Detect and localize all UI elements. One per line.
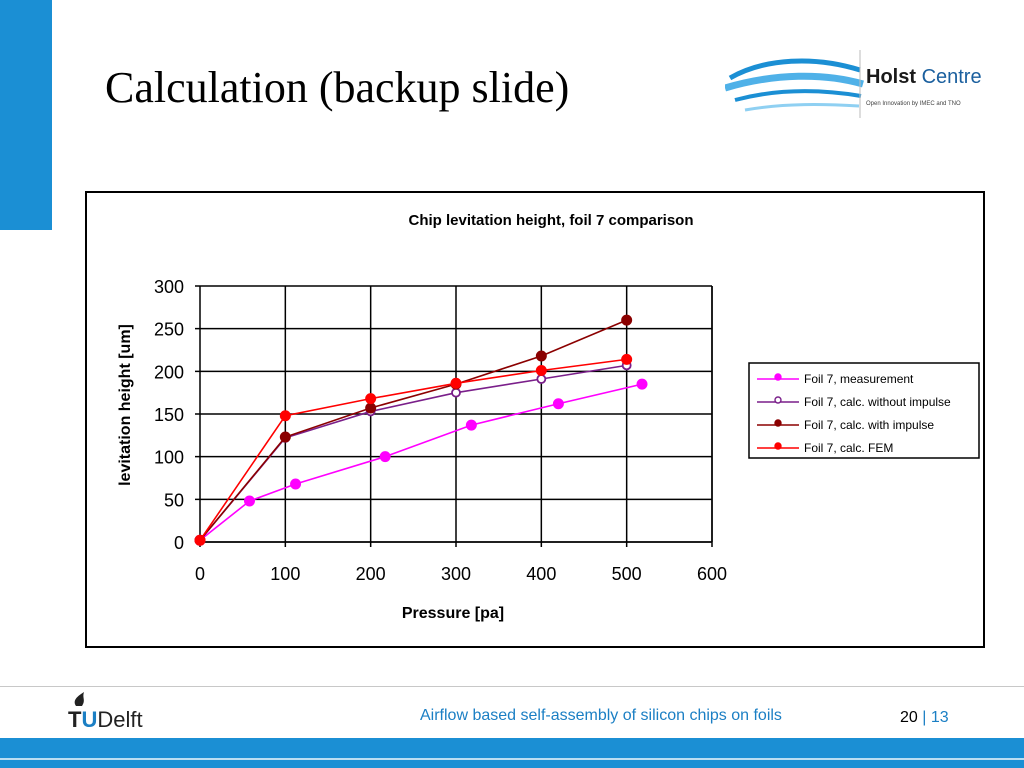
- data-point: [621, 353, 633, 365]
- legend-entry: Foil 7, measurement: [804, 372, 914, 386]
- footer-bar: [0, 738, 1024, 768]
- y-tick-label: 100: [154, 448, 184, 468]
- legend-swatch-marker: [774, 373, 782, 381]
- footer-divider: [0, 686, 1024, 687]
- x-tick-label: 0: [195, 564, 205, 584]
- data-point: [535, 350, 547, 362]
- data-point: [535, 364, 547, 376]
- data-point: [621, 314, 633, 326]
- page-number: 20 | 13: [900, 709, 949, 726]
- x-tick-label: 200: [356, 564, 386, 584]
- y-tick-label: 300: [154, 277, 184, 297]
- chart-title: Chip levitation height, foil 7 compariso…: [408, 212, 693, 229]
- y-tick-label: 150: [154, 405, 184, 425]
- data-point: [279, 410, 291, 422]
- data-point: [365, 402, 377, 414]
- x-tick-label: 500: [612, 564, 642, 584]
- tudelft-flame-icon: [74, 692, 84, 706]
- data-point: [451, 387, 461, 398]
- y-tick-label: 250: [154, 320, 184, 340]
- data-point: [243, 495, 255, 507]
- legend-entry: Foil 7, calc. with impulse: [804, 418, 934, 432]
- series-line: [199, 358, 627, 541]
- x-tick-label: 100: [270, 564, 300, 584]
- data-point: [450, 377, 462, 389]
- legend-swatch-marker: [774, 396, 782, 404]
- holst-swoosh-logo: [725, 50, 864, 118]
- chart-frame: Chip levitation height, foil 7 compariso…: [85, 191, 985, 648]
- tudelft-logo: TUDelft: [68, 707, 143, 732]
- x-tick-label: 300: [441, 564, 471, 584]
- data-point: [279, 431, 291, 443]
- accent-bar: [0, 0, 52, 230]
- y-tick-label: 200: [154, 362, 184, 382]
- x-tick-label: 400: [526, 564, 556, 584]
- y-axis-label: levitation height [um]: [117, 324, 134, 486]
- data-point: [636, 378, 648, 390]
- holst-tagline: Open Innovation by IMEC and TNO: [866, 101, 961, 107]
- data-point: [194, 534, 206, 546]
- data-point: [379, 451, 391, 463]
- slide-title: Calculation (backup slide): [105, 63, 570, 112]
- legend-swatch-marker: [774, 419, 782, 427]
- x-tick-label: 600: [697, 564, 727, 584]
- levitation-chart: Chip levitation height, foil 7 compariso…: [117, 212, 980, 622]
- data-point: [365, 393, 377, 405]
- data-point: [536, 374, 547, 384]
- series-line: [199, 383, 643, 541]
- x-axis-label: Pressure [pa]: [402, 605, 504, 622]
- legend-entry: Foil 7, calc. FEM: [804, 441, 893, 455]
- legend-entry: Foil 7, calc. without impulse: [804, 395, 951, 409]
- presentation-title: Airflow based self-assembly of silicon c…: [420, 707, 782, 724]
- holst-centre-name: Holst Centre: [866, 66, 982, 88]
- y-tick-label: 0: [174, 533, 184, 553]
- legend-swatch-marker: [774, 442, 782, 450]
- data-point: [465, 419, 477, 431]
- data-point: [290, 478, 302, 490]
- data-point: [552, 398, 564, 410]
- y-tick-label: 50: [164, 490, 184, 510]
- series-line: [199, 319, 627, 541]
